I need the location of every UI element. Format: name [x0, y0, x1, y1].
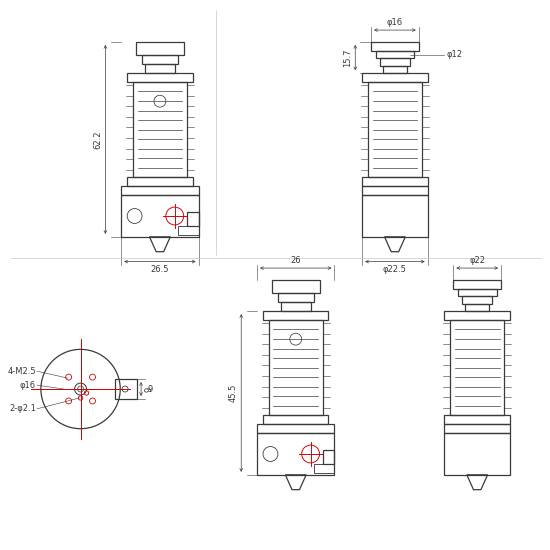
- Bar: [136, 42, 184, 56]
- Bar: [322, 449, 334, 464]
- Bar: [142, 56, 178, 64]
- Bar: [450, 320, 504, 415]
- Bar: [272, 280, 320, 293]
- Text: 26: 26: [290, 256, 301, 265]
- Text: 62.2: 62.2: [93, 130, 102, 148]
- Bar: [127, 177, 192, 186]
- Text: φ16: φ16: [387, 18, 403, 26]
- Bar: [121, 195, 199, 237]
- Bar: [444, 415, 510, 424]
- Bar: [362, 195, 428, 237]
- Bar: [362, 186, 428, 195]
- Bar: [458, 289, 497, 296]
- Bar: [380, 58, 410, 66]
- Bar: [178, 227, 199, 235]
- Bar: [263, 311, 328, 320]
- Bar: [263, 415, 328, 424]
- Bar: [362, 177, 428, 186]
- Bar: [444, 433, 510, 475]
- Text: 45.5: 45.5: [229, 384, 238, 402]
- Bar: [257, 433, 334, 475]
- Bar: [127, 73, 192, 82]
- Bar: [314, 464, 334, 474]
- Bar: [186, 212, 199, 227]
- Text: 2-φ2.1: 2-φ2.1: [9, 404, 36, 414]
- Bar: [463, 296, 492, 304]
- Bar: [121, 186, 199, 195]
- Text: 9: 9: [147, 384, 152, 394]
- Text: 15.7: 15.7: [343, 48, 352, 67]
- Bar: [281, 302, 311, 311]
- Bar: [444, 424, 510, 433]
- Text: φ12: φ12: [447, 50, 463, 59]
- Bar: [116, 379, 137, 399]
- Text: φ16: φ16: [20, 381, 36, 389]
- Bar: [257, 424, 334, 433]
- Text: 9: 9: [145, 387, 153, 392]
- Bar: [368, 82, 422, 177]
- Bar: [376, 51, 414, 58]
- Text: φ22: φ22: [469, 256, 485, 265]
- Bar: [362, 73, 428, 82]
- Text: φ22.5: φ22.5: [383, 265, 407, 274]
- Text: 4-M2.5: 4-M2.5: [7, 367, 36, 376]
- Bar: [383, 66, 407, 73]
- Text: 26.5: 26.5: [151, 265, 169, 274]
- Bar: [269, 320, 322, 415]
- Bar: [278, 293, 314, 303]
- Bar: [465, 304, 489, 311]
- Bar: [145, 64, 175, 73]
- Bar: [453, 280, 501, 289]
- Bar: [444, 311, 510, 320]
- Bar: [133, 82, 186, 177]
- Bar: [371, 42, 419, 51]
